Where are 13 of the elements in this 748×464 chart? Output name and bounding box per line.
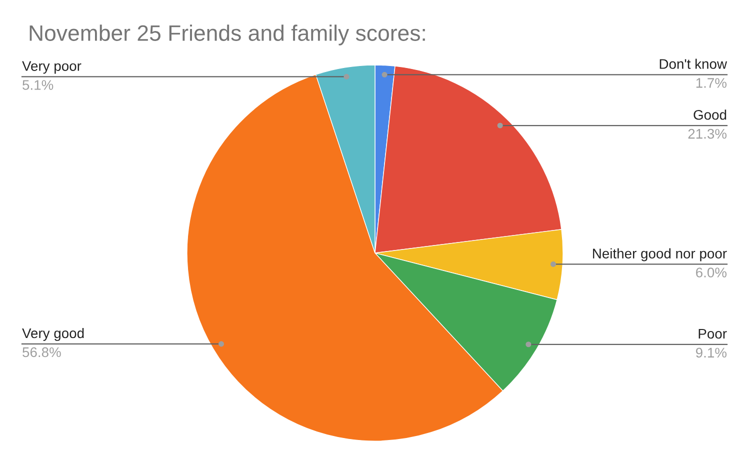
slice-label: Good bbox=[694, 110, 726, 120]
data-label: 5.1% bbox=[22, 80, 54, 90]
chart-title: November 25 Friends and family scores: bbox=[30, 24, 425, 46]
data-label: 56.8% bbox=[22, 347, 61, 358]
data-label: 21.3% bbox=[688, 128, 727, 139]
slice-label: Don't know bbox=[660, 58, 728, 69]
slice-label: Neither good nor poor bbox=[593, 248, 727, 262]
data-label: 6.0% bbox=[696, 268, 727, 278]
slice-label: Poor bbox=[698, 328, 727, 339]
slice-label: Very good bbox=[22, 328, 84, 341]
data-label: 1.7% bbox=[696, 78, 727, 88]
data-label: 9.1% bbox=[696, 348, 727, 358]
slice-label: Very poor bbox=[22, 61, 82, 74]
